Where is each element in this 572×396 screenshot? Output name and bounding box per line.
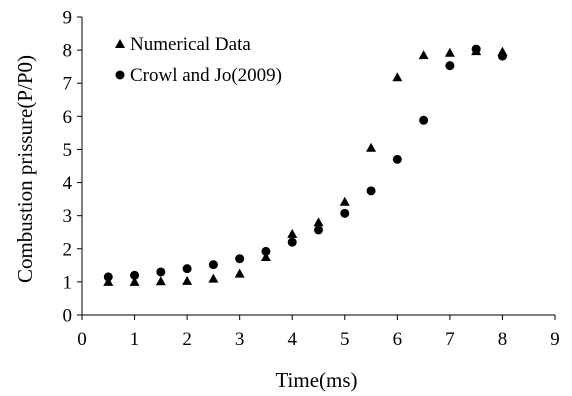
y-axis-label: Combustion prissure(P/P0) [13,55,37,283]
crowl-jo-data-point [287,237,297,247]
y-tick-label: 4 [63,173,73,194]
numerical-data-point [313,217,324,227]
crowl-jo-data-point [392,154,402,164]
legend: Numerical Data Crowl and Jo(2009) [115,34,282,86]
x-tick-label: 8 [498,329,508,350]
numerical-data-point [287,228,298,238]
x-tick-label: 0 [77,329,87,350]
x-tick-label: 1 [130,329,140,350]
numerical-data-point [208,273,219,283]
numerical-data-point [339,196,350,206]
x-tick-label: 9 [550,329,560,350]
y-tick-label: 8 [63,41,73,62]
x-tick-label: 6 [393,329,403,350]
numerical-data-point [129,276,140,286]
crowl-jo-data-point [497,51,507,61]
y-tick-label: 5 [63,140,73,161]
legend-label: Numerical Data [130,34,251,55]
y-tick-label: 3 [63,206,73,227]
x-tick-label: 3 [235,329,245,350]
y-tick-label: 9 [63,8,73,29]
axes [81,17,555,316]
x-tick-label: 5 [340,329,350,350]
crowl-jo-data-point [156,267,166,277]
x-tick-label: 4 [287,329,297,350]
crowl-jo-data-point [235,254,245,264]
y-tick-label: 6 [63,107,73,128]
x-axis-label: Time(ms) [275,368,357,392]
numerical-data-point [392,72,403,82]
crowl-jo-data-point [471,44,481,54]
legend-triangle-marker [115,39,125,48]
crowl-jo-data-point [419,115,429,125]
numerical-data-point [260,252,271,262]
legend-circle-marker [115,70,125,80]
x-ticks: 0 1 2 3 4 5 6 7 8 9 [77,315,560,350]
numerical-data-point [155,276,166,286]
crowl-jo-data-point [340,208,350,218]
y-tick-label: 2 [63,239,73,260]
crowl-jo-data-point [103,272,113,282]
legend-label: Crowl and Jo(2009) [130,65,282,86]
crowl-jo-data-point [366,186,376,196]
numerical-data-point [234,268,245,278]
data-points [103,44,508,286]
numerical-data-point [444,47,455,57]
x-tick-label: 7 [445,329,455,350]
crowl-jo-data-point [445,61,455,71]
crowl-jo-data-point [261,246,271,256]
crowl-jo-data-point [314,225,323,235]
crowl-jo-data-point [130,270,140,280]
numerical-data-point [182,275,193,285]
crowl-jo-data-point [182,264,192,274]
x-tick-label: 2 [182,329,192,350]
y-ticks: 0 1 2 3 4 5 6 7 8 9 [63,8,82,327]
numerical-data-point [366,142,377,152]
y-tick-label: 1 [63,272,73,293]
y-tick-label: 0 [63,306,73,327]
crowl-jo-data-point [208,260,218,270]
numerical-data-point [418,50,429,60]
y-tick-label: 7 [63,74,73,95]
